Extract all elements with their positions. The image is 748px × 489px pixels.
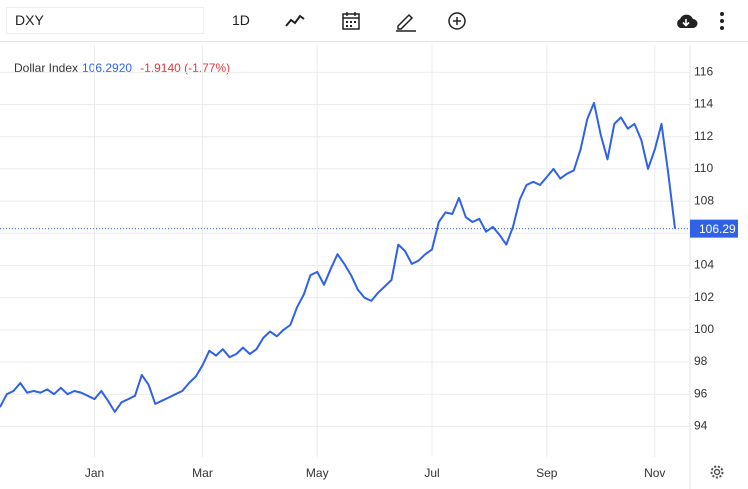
y-tick-label: 102	[694, 290, 714, 304]
add-indicator-icon[interactable]	[446, 10, 468, 32]
y-tick-label: 112	[694, 129, 713, 143]
x-tick-label: Jan	[85, 466, 104, 480]
x-tick-label: Jul	[424, 466, 439, 480]
legend-name: Dollar Index	[14, 61, 78, 75]
download-icon[interactable]	[674, 10, 698, 32]
legend-change: -1.9140 (-1.77%)	[140, 61, 230, 75]
calendar-icon[interactable]	[340, 10, 362, 32]
toolbar: DXY 1D	[0, 0, 748, 42]
interval-button[interactable]: 1D	[232, 12, 250, 28]
price-line	[0, 101, 676, 413]
legend-price: 106.2920	[82, 61, 132, 75]
draw-icon[interactable]	[394, 9, 418, 33]
menu-icon[interactable]	[716, 10, 728, 32]
y-tick-label: 114	[694, 97, 713, 111]
x-tick-label: Nov	[644, 466, 665, 480]
y-tick-label: 98	[694, 354, 708, 368]
x-tick-label: May	[306, 466, 329, 480]
y-tick-label: 94	[694, 419, 708, 433]
x-tick-label: Mar	[192, 466, 213, 480]
last-price-label: 106.29	[699, 222, 736, 236]
chart-type-icon[interactable]	[284, 11, 306, 31]
x-tick-label: Sep	[536, 466, 558, 480]
y-tick-label: 100	[694, 322, 714, 336]
y-tick-label: 110	[694, 161, 713, 175]
y-tick-label: 104	[694, 258, 714, 272]
y-tick-label: 96	[694, 386, 708, 400]
grid	[0, 45, 690, 457]
settings-icon[interactable]	[708, 463, 726, 481]
last-price-box	[690, 219, 738, 238]
y-tick-label: 108	[694, 193, 714, 207]
symbol-input[interactable]: DXY	[6, 7, 204, 34]
y-tick-label: 116	[694, 65, 713, 79]
